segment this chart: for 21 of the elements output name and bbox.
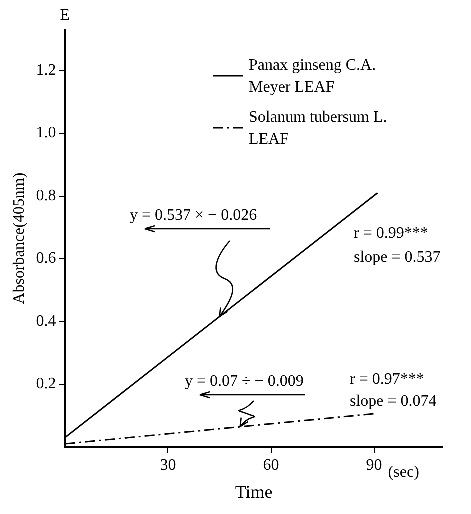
y-axis-title: Absorbance(405nm) <box>10 172 28 304</box>
x-tick-label: 90 <box>366 457 382 474</box>
annotation: r = 0.97*** <box>350 371 424 388</box>
text: (sec) <box>388 464 420 482</box>
y-tick-label: 0.6 <box>36 250 56 268</box>
x-tick-label: 60 <box>263 457 280 474</box>
annotation: r = 0.99*** <box>354 225 428 242</box>
annotation: slope = 0.537 <box>354 249 441 266</box>
x-tick-label: 30 <box>160 457 176 474</box>
y-tick-label: 1.2 <box>36 62 56 79</box>
legend-label: Panax ginseng C.A. Meyer LEAF <box>249 57 376 96</box>
text: E <box>60 7 70 24</box>
y-tick-label: 0.8 <box>36 187 56 204</box>
y-tick-label: 0.2 <box>36 376 56 393</box>
legend-label: Solanum tubersum L. LEAF <box>249 109 388 148</box>
x-axis-title: Time <box>235 482 273 502</box>
annotation: y = 0.07 ÷ − 0.009 <box>185 373 304 390</box>
annotation: y = 0.537 × − 0.026 <box>130 207 258 224</box>
y-tick-label: 1.0 <box>36 124 56 142</box>
y-tick-label: 0.4 <box>36 312 56 330</box>
annotation: slope = 0.074 <box>350 393 437 410</box>
